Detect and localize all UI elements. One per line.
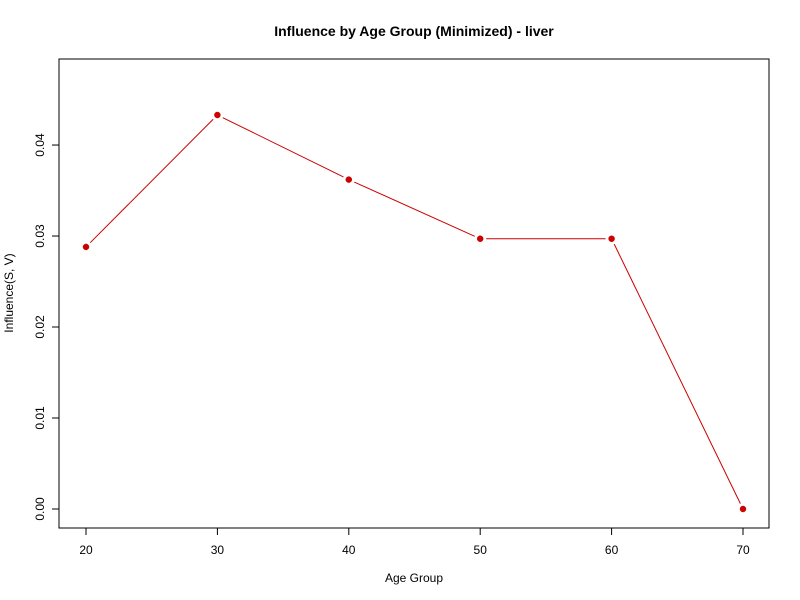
plot-area-frame (58, 58, 770, 529)
data-point (608, 235, 615, 243)
y-tick-label: 0.00 (33, 497, 47, 521)
y-tick-label: 0.03 (33, 224, 47, 248)
data-point (82, 243, 90, 251)
data-point (345, 176, 353, 183)
x-tick-label: 20 (79, 543, 93, 557)
y-axis-label: Influence(S, V) (2, 253, 16, 332)
y-axis: 0.00 0.01 0.02 0.03 0.04 (33, 133, 59, 521)
series-line-segment (89, 118, 214, 244)
x-tick-label: 50 (474, 543, 488, 557)
series-line-segment (613, 243, 741, 504)
y-tick-label: 0.01 (33, 406, 47, 430)
x-tick-label: 40 (342, 543, 356, 557)
data-point (476, 235, 484, 243)
y-tick-label: 0.02 (33, 315, 47, 339)
data-point (214, 111, 221, 119)
x-axis: 20 30 40 50 60 70 (79, 528, 750, 557)
y-tick-label: 0.04 (33, 133, 47, 157)
series-line-segment (222, 117, 344, 178)
x-tick-label: 60 (605, 543, 619, 557)
series-line-segment (354, 181, 475, 237)
x-tick-label: 30 (211, 543, 225, 557)
x-axis-label: Age Group (385, 571, 443, 585)
chart-title: Influence by Age Group (Minimized) - liv… (274, 23, 554, 39)
x-tick-label: 70 (736, 543, 750, 557)
series-layer (82, 111, 747, 513)
data-point (739, 505, 747, 513)
